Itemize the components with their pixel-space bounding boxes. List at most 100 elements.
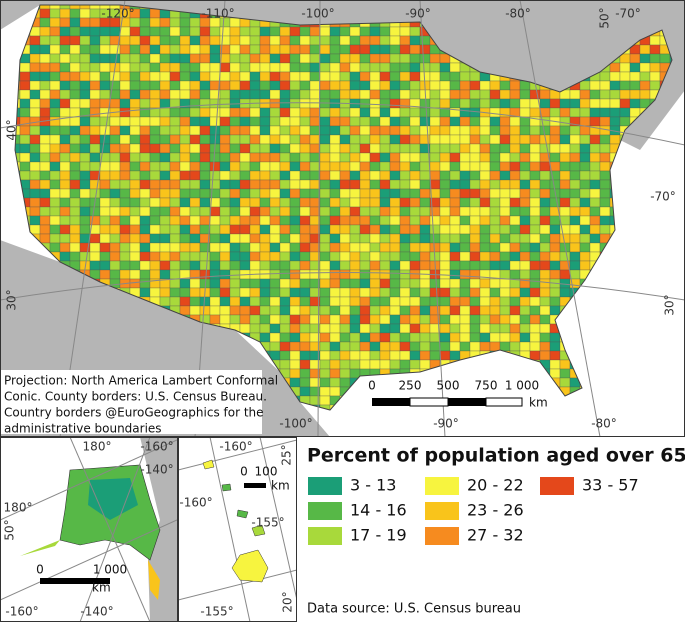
county-cell [299,71,311,82]
county-cell [139,287,151,298]
county-cell [509,89,521,100]
county-cell [529,278,541,289]
county-cell [279,80,291,91]
county-cell [29,71,41,82]
county-cell [539,269,551,280]
county-cell [469,134,481,145]
county-cell [69,152,81,163]
county-cell [419,107,431,118]
county-cell [319,206,331,217]
county-cell [229,179,241,190]
county-cell [539,323,551,334]
county-cell [419,188,431,199]
county-cell [289,44,301,55]
county-cell [389,206,401,217]
county-cell [319,107,331,118]
county-cell [149,161,161,172]
county-cell [109,170,121,181]
county-cell [249,296,261,307]
county-cell [369,215,381,226]
county-cell [419,359,431,370]
county-cell [99,260,111,271]
county-cell [99,224,111,235]
county-cell [269,26,281,37]
county-cell [589,89,601,100]
county-cell [369,242,381,253]
county-cell [179,305,191,316]
county-cell [199,125,211,136]
county-cell [369,62,381,73]
county-cell [389,35,401,46]
county-cell [459,233,471,244]
county-cell [339,197,351,208]
county-cell [69,134,81,145]
county-cell [569,143,581,154]
county-cell [129,242,141,253]
county-cell [289,269,301,280]
county-cell [89,26,101,37]
county-cell [449,314,461,325]
county-cell [439,323,451,334]
county-cell [379,242,391,253]
county-cell [239,143,251,154]
county-cell [409,296,421,307]
county-cell [359,44,371,55]
county-cell [369,80,381,91]
county-cell [329,107,341,118]
county-cell [49,206,61,217]
county-cell [459,89,471,100]
county-cell [419,260,431,271]
county-cell [569,134,581,145]
county-cell [289,179,301,190]
county-cell [139,215,151,226]
county-cell [399,359,411,370]
county-cell [369,53,381,64]
county-cell [59,98,71,109]
county-cell [379,107,391,118]
county-cell [229,143,241,154]
county-cell [359,170,371,181]
county-cell [359,251,371,262]
county-cell [509,305,521,316]
county-cell [439,341,451,352]
county-cell [179,53,191,64]
county-cell [259,53,271,64]
county-cell [259,89,271,100]
county-cell [579,260,591,271]
county-cell [399,233,411,244]
county-cell [349,206,361,217]
county-cell [219,107,231,118]
county-cell [269,323,281,334]
county-cell [449,161,461,172]
county-cell [559,368,571,379]
county-cell [189,71,201,82]
county-cell [319,395,331,406]
county-cell [119,251,131,262]
county-cell [499,224,511,235]
county-cell [219,125,231,136]
county-cell [109,125,121,136]
county-cell [499,233,511,244]
county-cell [189,134,201,145]
county-cell [439,161,451,172]
county-cell [509,287,521,298]
county-cell [379,296,391,307]
county-cell [209,71,221,82]
county-cell [209,305,221,316]
county-cell [129,161,141,172]
county-cell [469,332,481,343]
county-cell [529,269,541,280]
ocean [178,437,297,622]
county-cell [49,170,61,181]
county-cell [89,98,101,109]
graticule-label: -160° [179,496,212,510]
county-cell [379,323,391,334]
county-cell [259,107,271,118]
county-cell [39,125,51,136]
county-cell [549,143,561,154]
county-cell [449,89,461,100]
county-cell [99,44,111,55]
county-cell [539,161,551,172]
county-cell [99,53,111,64]
county-cell [379,260,391,271]
